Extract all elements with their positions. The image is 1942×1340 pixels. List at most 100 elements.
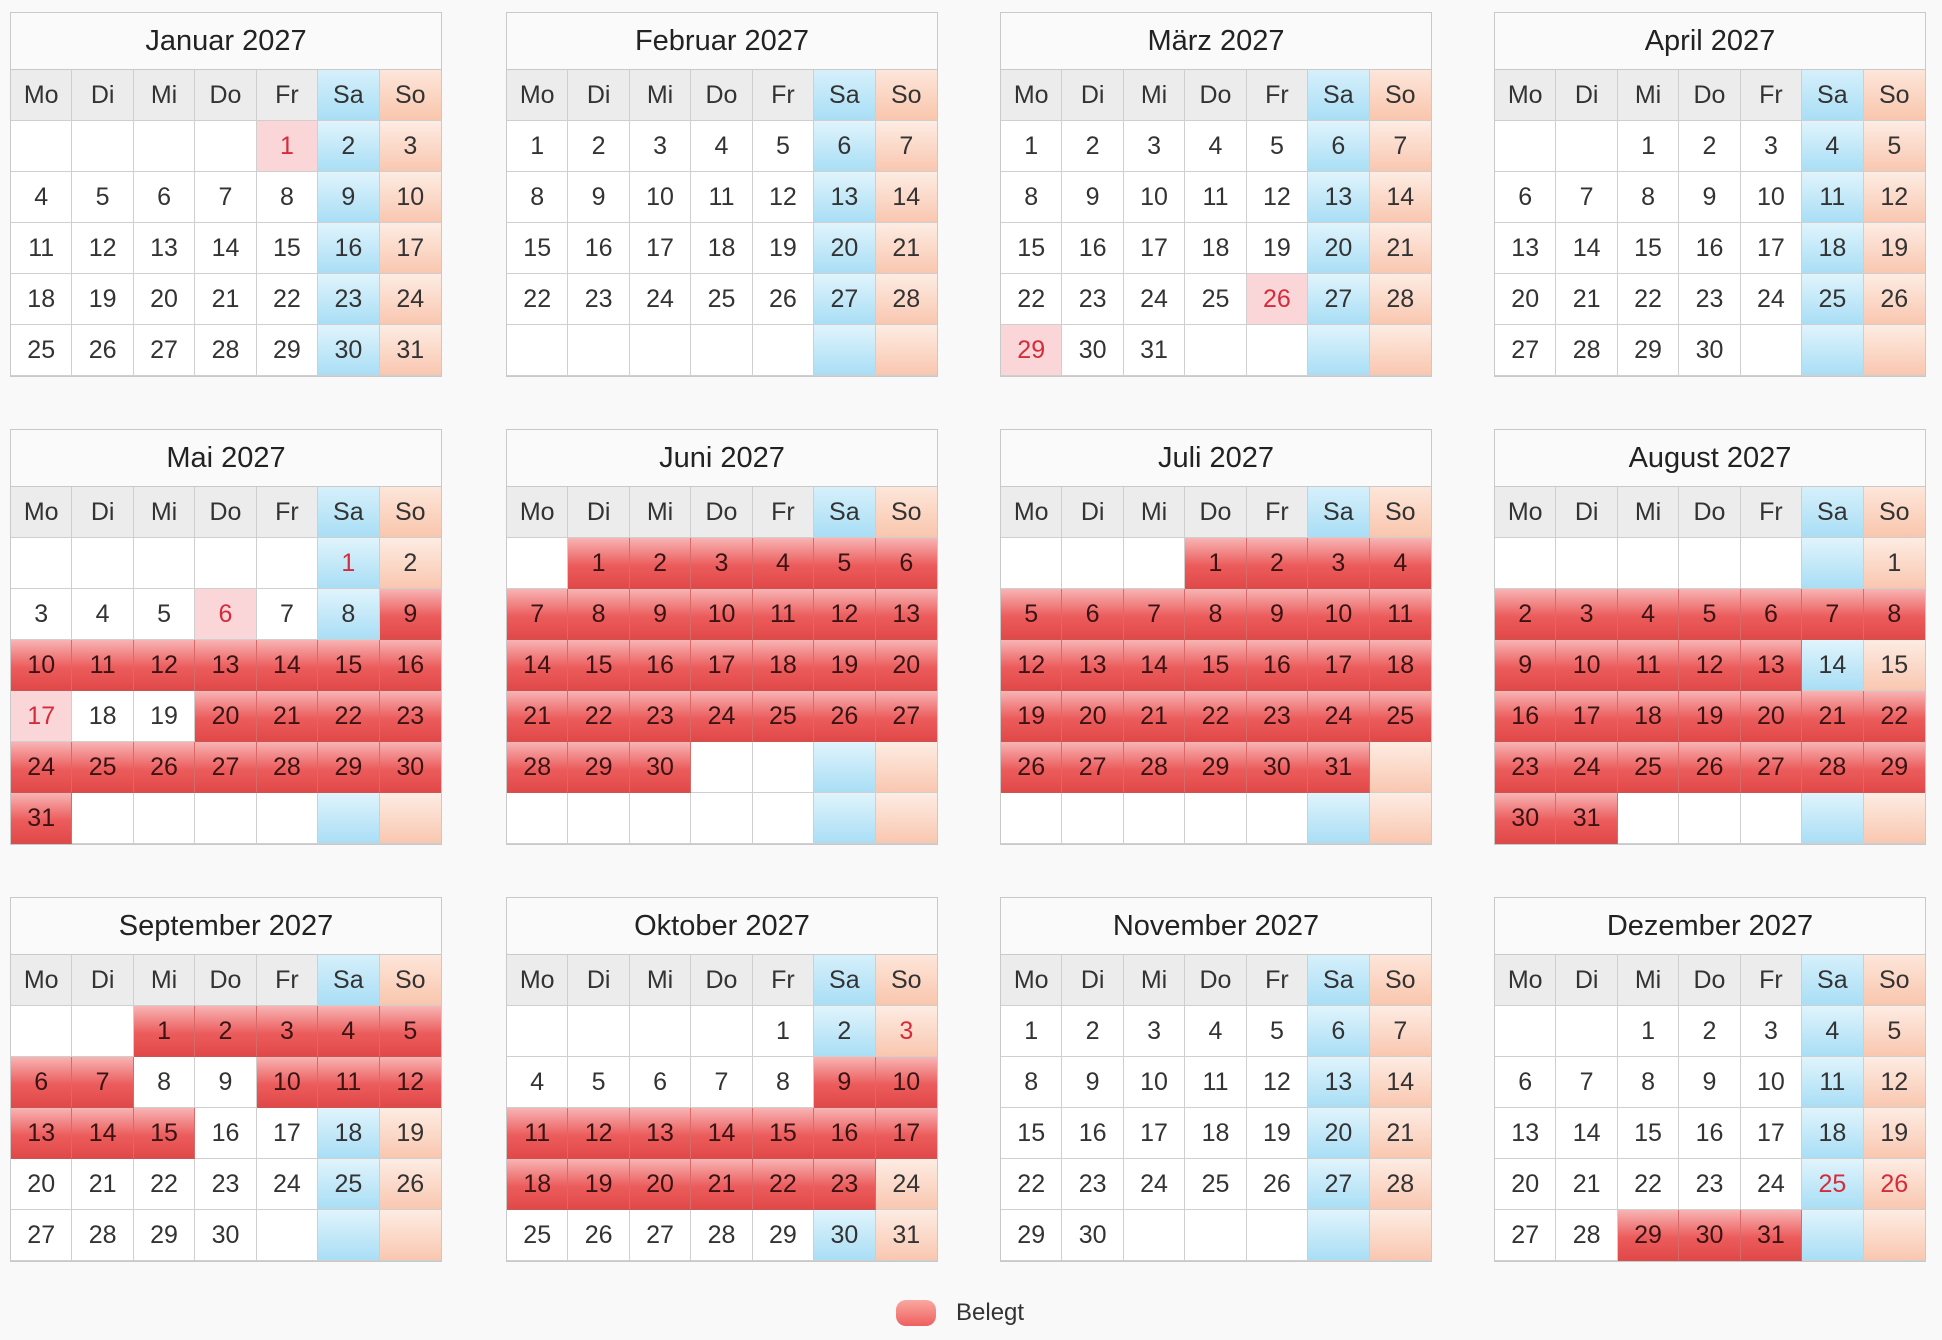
day-cell[interactable]: 21 <box>875 223 937 274</box>
day-cell[interactable]: 29 <box>568 742 630 793</box>
day-cell[interactable]: 13 <box>1308 172 1370 223</box>
day-cell[interactable]: 24 <box>875 1159 937 1210</box>
day-cell[interactable]: 3 <box>379 121 441 172</box>
day-cell[interactable]: 27 <box>133 325 196 376</box>
day-cell[interactable]: 2 <box>1679 121 1741 172</box>
day-cell[interactable]: 8 <box>318 589 380 640</box>
day-cell[interactable]: 23 <box>1062 274 1124 325</box>
day-cell[interactable]: 16 <box>379 640 441 691</box>
day-cell[interactable]: 29 <box>256 325 319 376</box>
day-cell[interactable]: 11 <box>1617 640 1680 691</box>
day-cell[interactable]: 24 <box>691 691 753 742</box>
day-cell[interactable]: 25 <box>318 1159 380 1210</box>
day-cell[interactable]: 26 <box>133 742 196 793</box>
day-cell[interactable]: 7 <box>1123 589 1186 640</box>
day-cell[interactable]: 21 <box>1369 1108 1431 1159</box>
day-cell[interactable]: 11 <box>318 1057 380 1108</box>
day-cell[interactable]: 4 <box>507 1057 569 1108</box>
day-cell[interactable]: 15 <box>1001 223 1063 274</box>
day-cell[interactable]: 17 <box>1308 640 1370 691</box>
day-cell[interactable]: 31 <box>1740 1210 1803 1261</box>
day-cell[interactable]: 24 <box>1740 274 1803 325</box>
day-cell[interactable]: 26 <box>72 325 134 376</box>
day-cell[interactable]: 18 <box>507 1159 569 1210</box>
day-cell[interactable]: 20 <box>1308 1108 1370 1159</box>
day-cell[interactable]: 9 <box>814 1057 876 1108</box>
day-cell[interactable]: 3 <box>1740 121 1803 172</box>
day-cell[interactable]: 8 <box>507 172 569 223</box>
day-cell[interactable]: 16 <box>629 640 692 691</box>
day-cell[interactable]: 24 <box>1556 742 1618 793</box>
day-cell[interactable]: 6 <box>11 1057 73 1108</box>
day-cell[interactable]: 9 <box>379 589 441 640</box>
day-cell[interactable]: 26 <box>752 274 815 325</box>
day-cell[interactable]: 3 <box>1308 538 1370 589</box>
day-cell[interactable]: 30 <box>1495 793 1557 844</box>
day-cell[interactable]: 11 <box>1802 172 1864 223</box>
day-cell[interactable]: 29 <box>1001 325 1063 376</box>
day-cell[interactable]: 16 <box>318 223 380 274</box>
day-cell[interactable]: 10 <box>1123 1057 1186 1108</box>
day-cell[interactable]: 6 <box>1308 1006 1370 1057</box>
day-cell[interactable]: 4 <box>1802 121 1864 172</box>
day-cell[interactable]: 13 <box>1308 1057 1370 1108</box>
day-cell[interactable]: 31 <box>875 1210 937 1261</box>
day-cell[interactable]: 19 <box>1246 223 1309 274</box>
day-cell[interactable]: 14 <box>507 640 569 691</box>
day-cell[interactable]: 22 <box>752 1159 815 1210</box>
day-cell[interactable]: 14 <box>875 172 937 223</box>
day-cell[interactable]: 10 <box>1740 1057 1803 1108</box>
day-cell[interactable]: 17 <box>11 691 73 742</box>
day-cell[interactable]: 3 <box>875 1006 937 1057</box>
day-cell[interactable]: 1 <box>507 121 569 172</box>
day-cell[interactable]: 25 <box>691 274 753 325</box>
day-cell[interactable]: 3 <box>629 121 692 172</box>
day-cell[interactable]: 28 <box>195 325 257 376</box>
day-cell[interactable]: 13 <box>1740 640 1803 691</box>
day-cell[interactable]: 31 <box>1123 325 1186 376</box>
day-cell[interactable]: 23 <box>1679 274 1741 325</box>
day-cell[interactable]: 12 <box>133 640 196 691</box>
day-cell[interactable]: 29 <box>752 1210 815 1261</box>
day-cell[interactable]: 14 <box>256 640 319 691</box>
day-cell[interactable]: 23 <box>1679 1159 1741 1210</box>
day-cell[interactable]: 5 <box>752 121 815 172</box>
day-cell[interactable]: 12 <box>1863 172 1925 223</box>
day-cell[interactable]: 16 <box>1679 223 1741 274</box>
day-cell[interactable]: 9 <box>1495 640 1557 691</box>
day-cell[interactable]: 17 <box>1740 1108 1803 1159</box>
day-cell[interactable]: 8 <box>1617 172 1680 223</box>
day-cell[interactable]: 27 <box>814 274 876 325</box>
day-cell[interactable]: 12 <box>1001 640 1063 691</box>
day-cell[interactable]: 6 <box>1062 589 1124 640</box>
day-cell[interactable]: 24 <box>11 742 73 793</box>
day-cell[interactable]: 6 <box>814 121 876 172</box>
day-cell[interactable]: 25 <box>1185 1159 1247 1210</box>
day-cell[interactable]: 28 <box>72 1210 134 1261</box>
day-cell[interactable]: 23 <box>195 1159 257 1210</box>
day-cell[interactable]: 12 <box>1246 1057 1309 1108</box>
day-cell[interactable]: 2 <box>814 1006 876 1057</box>
day-cell[interactable]: 29 <box>1863 742 1925 793</box>
day-cell[interactable]: 14 <box>1369 172 1431 223</box>
day-cell[interactable]: 8 <box>752 1057 815 1108</box>
day-cell[interactable]: 7 <box>1369 121 1431 172</box>
day-cell[interactable]: 20 <box>814 223 876 274</box>
day-cell[interactable]: 15 <box>752 1108 815 1159</box>
day-cell[interactable]: 7 <box>1369 1006 1431 1057</box>
day-cell[interactable]: 31 <box>1556 793 1618 844</box>
day-cell[interactable]: 25 <box>72 742 134 793</box>
day-cell[interactable]: 22 <box>568 691 630 742</box>
day-cell[interactable]: 30 <box>629 742 692 793</box>
day-cell[interactable]: 16 <box>814 1108 876 1159</box>
day-cell[interactable]: 26 <box>1679 742 1741 793</box>
day-cell[interactable]: 25 <box>507 1210 569 1261</box>
day-cell[interactable]: 3 <box>1123 1006 1186 1057</box>
day-cell[interactable]: 5 <box>814 538 876 589</box>
day-cell[interactable]: 21 <box>72 1159 134 1210</box>
day-cell[interactable]: 8 <box>1001 172 1063 223</box>
day-cell[interactable]: 13 <box>133 223 196 274</box>
day-cell[interactable]: 15 <box>1001 1108 1063 1159</box>
day-cell[interactable]: 31 <box>1308 742 1370 793</box>
day-cell[interactable]: 17 <box>1123 1108 1186 1159</box>
